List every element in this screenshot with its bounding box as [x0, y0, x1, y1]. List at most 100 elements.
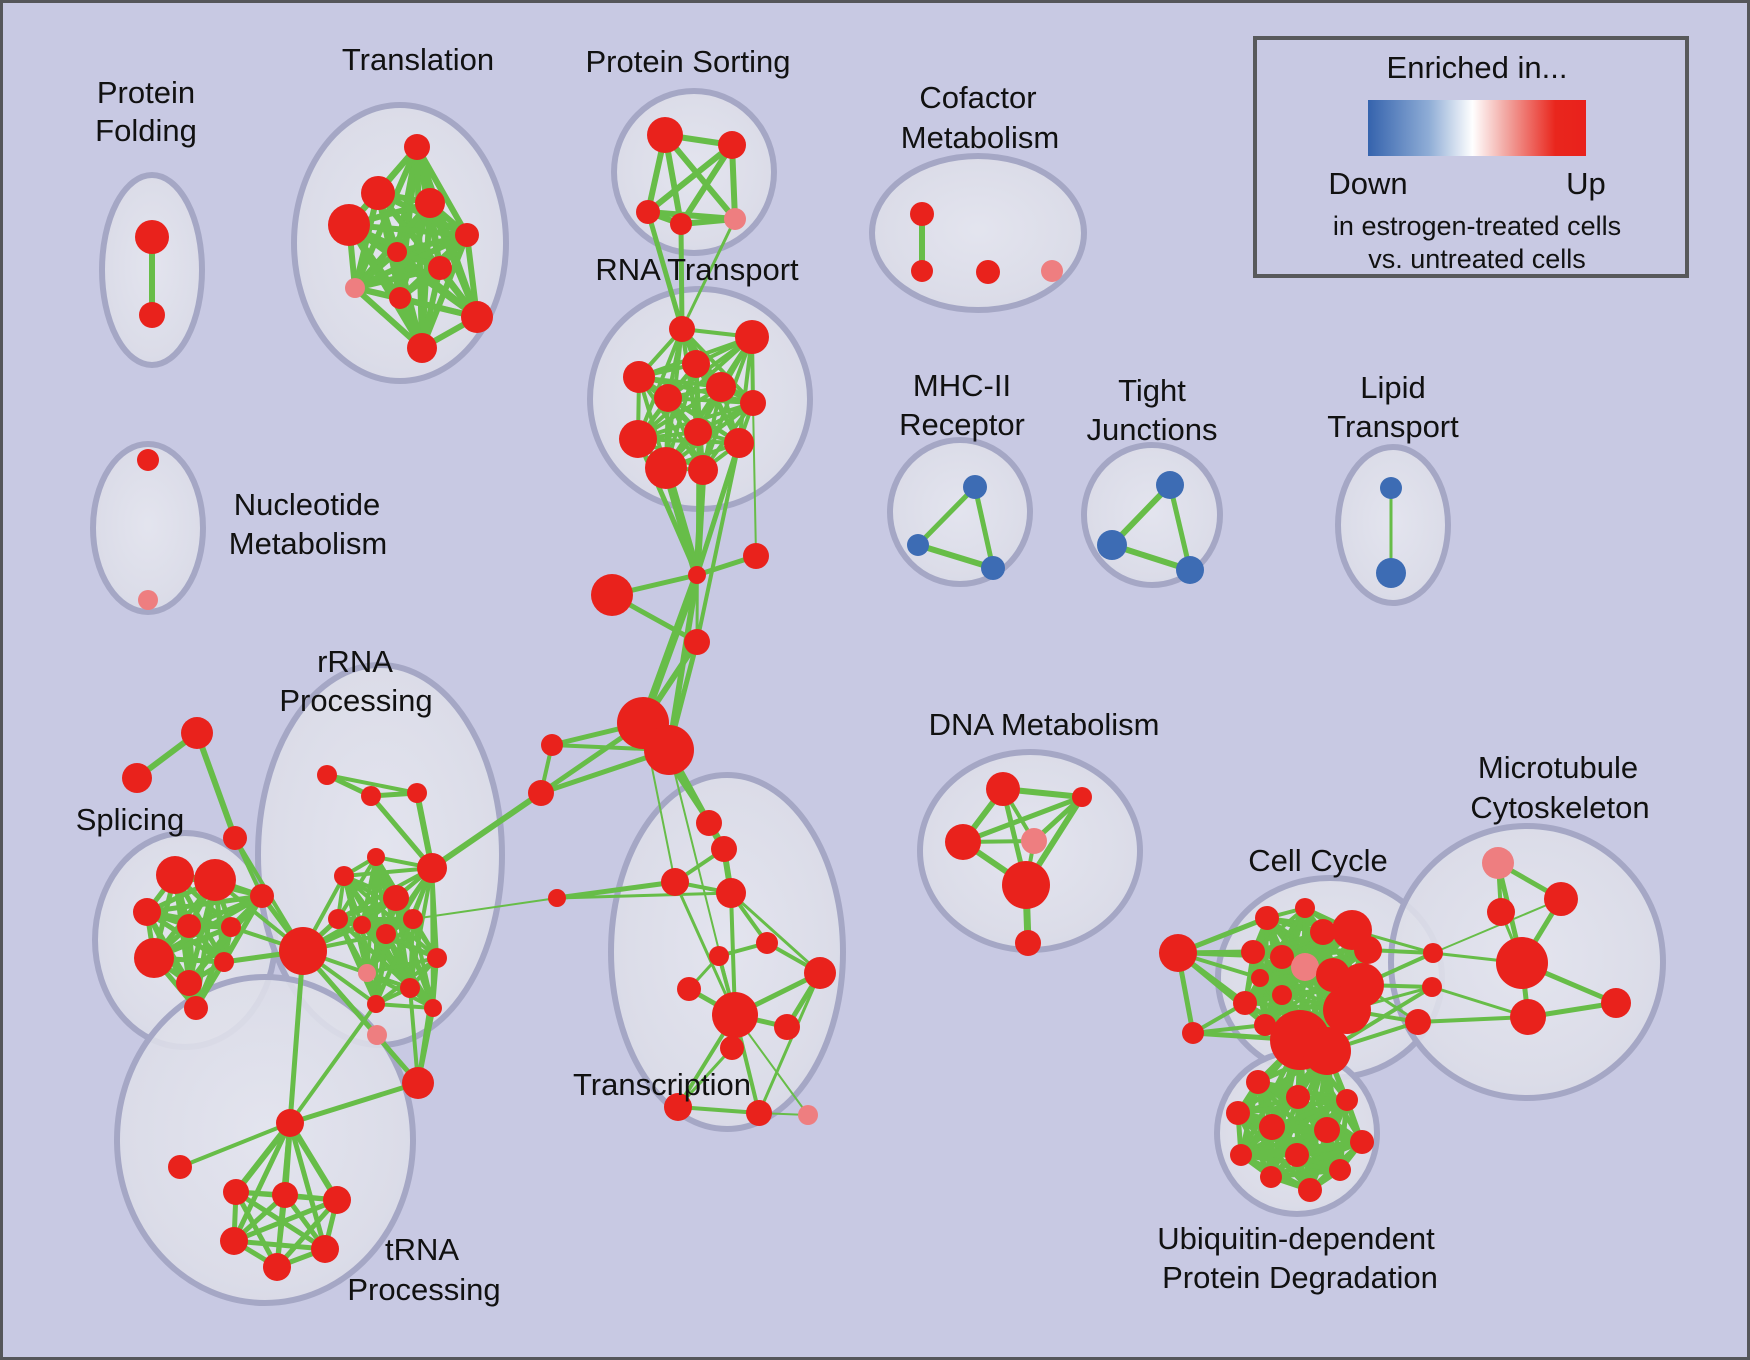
gene-set-node-q13 — [427, 948, 447, 968]
gene-set-node-q12 — [358, 964, 376, 982]
protein-sorting-mesh-s2-s3 — [645, 142, 735, 215]
gene-set-node-n1 — [137, 449, 159, 471]
edge-r7-b2 — [752, 402, 757, 557]
ubiquitin-mesh-u10-u11 — [1268, 1167, 1343, 1180]
gene-set-node-sp4 — [177, 914, 201, 938]
edge-m1-m2 — [915, 484, 978, 548]
gene-set-node-tb — [272, 1182, 298, 1208]
rrna-mesh-q15-q16 — [374, 1002, 435, 1010]
edge-trh-td — [231, 1120, 293, 1244]
gene-set-node-q16 — [424, 999, 442, 1017]
gene-set-node-u5 — [1259, 1114, 1285, 1140]
rna-transport-mesh-r6-r7 — [666, 396, 755, 405]
gene-set-node-sp6 — [250, 884, 274, 908]
gene-set-node-cc4 — [1295, 898, 1315, 918]
gene-set-node-x14 — [798, 1105, 818, 1125]
gene-set-node-u12 — [1298, 1178, 1322, 1202]
label-protein-folding-1: Protein — [97, 75, 195, 110]
edge-m1-m3 — [972, 484, 996, 571]
gene-set-node-u11 — [1260, 1166, 1282, 1188]
edge-b1-g1 — [639, 571, 701, 727]
gene-set-node-q1 — [317, 765, 337, 785]
rrna-mesh-q12-q13 — [365, 956, 439, 975]
edge-xl-q10 — [412, 897, 558, 920]
gene-set-node-d4 — [1021, 828, 1047, 854]
gene-set-node-u2 — [1286, 1085, 1310, 1109]
gene-set-node-q18 — [402, 1067, 434, 1099]
gene-set-node-tri — [168, 1155, 192, 1179]
gene-set-node-d5 — [1002, 861, 1050, 909]
gene-set-node-x1 — [696, 810, 722, 836]
node-layer — [122, 117, 1631, 1281]
label-protein-sorting: Protein Sorting — [585, 44, 790, 79]
gene-set-node-r1 — [669, 316, 695, 342]
cluster-cofactor-metabolism — [869, 153, 1087, 313]
label-microtubule-1: Microtubule — [1478, 750, 1638, 785]
gene-set-node-cc3 — [1255, 906, 1279, 930]
gene-set-node-q2 — [361, 786, 381, 806]
edge-x3-x9 — [673, 880, 737, 1017]
gene-set-node-u9 — [1285, 1143, 1309, 1167]
gene-set-node-c2 — [911, 260, 933, 282]
gene-set-node-sp7 — [134, 938, 174, 978]
gene-set-node-cc14 — [1233, 991, 1257, 1015]
gene-set-node-r2 — [735, 320, 769, 354]
legend-down-label: Down — [1328, 166, 1407, 201]
gene-set-node-r10 — [724, 428, 754, 458]
edge-s4-r1 — [678, 221, 685, 332]
gene-set-node-o3 — [223, 826, 247, 850]
label-mhc-1: MHC-II — [913, 368, 1011, 403]
legend-up-label: Up — [1566, 166, 1606, 201]
gene-set-node-p1 — [1380, 477, 1402, 499]
label-microtubule-2: Cytoskeleton — [1470, 790, 1649, 825]
rna-transport-mesh-r2-r10 — [737, 335, 754, 445]
edge-q2-q6 — [368, 793, 435, 871]
gene-set-node-l1 — [541, 734, 563, 756]
gene-set-node-r5 — [706, 372, 736, 402]
gene-set-node-c3 — [976, 260, 1000, 284]
splicing-mesh-sp3-sp6 — [144, 893, 265, 915]
gene-set-node-j2 — [1097, 530, 1127, 560]
gene-set-node-x11 — [720, 1036, 744, 1060]
gene-set-node-c4 — [1041, 260, 1063, 282]
gene-set-node-mt4 — [1496, 937, 1548, 989]
protein-sorting-mesh-s1-s5 — [662, 132, 738, 222]
gene-set-node-s2 — [718, 131, 746, 159]
gene-set-node-u1 — [1246, 1070, 1270, 1094]
label-rrna-1: rRNA — [317, 644, 393, 679]
cluster-lipid-transport — [1335, 444, 1451, 606]
gene-set-node-q17 — [367, 1025, 387, 1045]
edge-xl-x4 — [555, 891, 733, 900]
gene-set-node-r7 — [740, 390, 766, 416]
label-nucleotide-2: Metabolism — [229, 526, 388, 561]
gene-set-node-x7 — [804, 957, 836, 989]
gene-set-node-q3 — [407, 783, 427, 803]
gene-set-node-q8 — [328, 909, 348, 929]
gene-set-node-te — [311, 1235, 339, 1263]
label-protein-folding-2: Folding — [95, 113, 197, 148]
gene-set-node-mt5 — [1510, 999, 1546, 1035]
gene-set-node-x3 — [661, 868, 689, 896]
gene-set-node-mt2 — [1544, 882, 1578, 916]
edge-s5-r1 — [680, 217, 737, 331]
gene-set-node-q4 — [367, 848, 385, 866]
gene-set-node-j1 — [1156, 471, 1184, 499]
gene-set-node-cc13 — [1251, 969, 1269, 987]
gene-set-node-cc1 — [1159, 934, 1197, 972]
label-rrna-2: Processing — [279, 683, 432, 718]
gene-set-node-l2 — [528, 780, 554, 806]
edge-x7-x13 — [757, 971, 822, 1115]
gene-set-node-r11 — [645, 447, 687, 489]
edge-d2-d3 — [960, 794, 1085, 845]
label-nucleotide-1: Nucleotide — [234, 487, 380, 522]
gene-set-node-u7 — [1350, 1130, 1374, 1154]
gene-set-node-trh — [276, 1109, 304, 1137]
protein-sorting-mesh-s2-s4 — [678, 142, 735, 227]
gene-set-node-tc — [323, 1186, 351, 1214]
gene-set-node-r12 — [688, 455, 718, 485]
gene-set-node-u10 — [1329, 1159, 1351, 1181]
gene-set-node-d2 — [1072, 787, 1092, 807]
ubiquitin-mesh-u6-u8 — [1238, 1127, 1330, 1158]
label-lipid-1: Lipid — [1360, 370, 1426, 405]
